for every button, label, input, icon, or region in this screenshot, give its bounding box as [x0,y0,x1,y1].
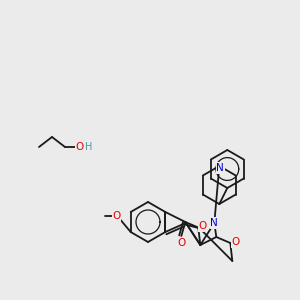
Text: O: O [231,237,239,247]
Text: O: O [112,211,121,221]
Text: O: O [177,238,185,248]
Text: N: N [210,218,218,228]
Text: O: O [198,221,206,231]
Text: O: O [76,142,84,152]
Text: N: N [216,163,224,173]
Text: H: H [85,142,93,152]
